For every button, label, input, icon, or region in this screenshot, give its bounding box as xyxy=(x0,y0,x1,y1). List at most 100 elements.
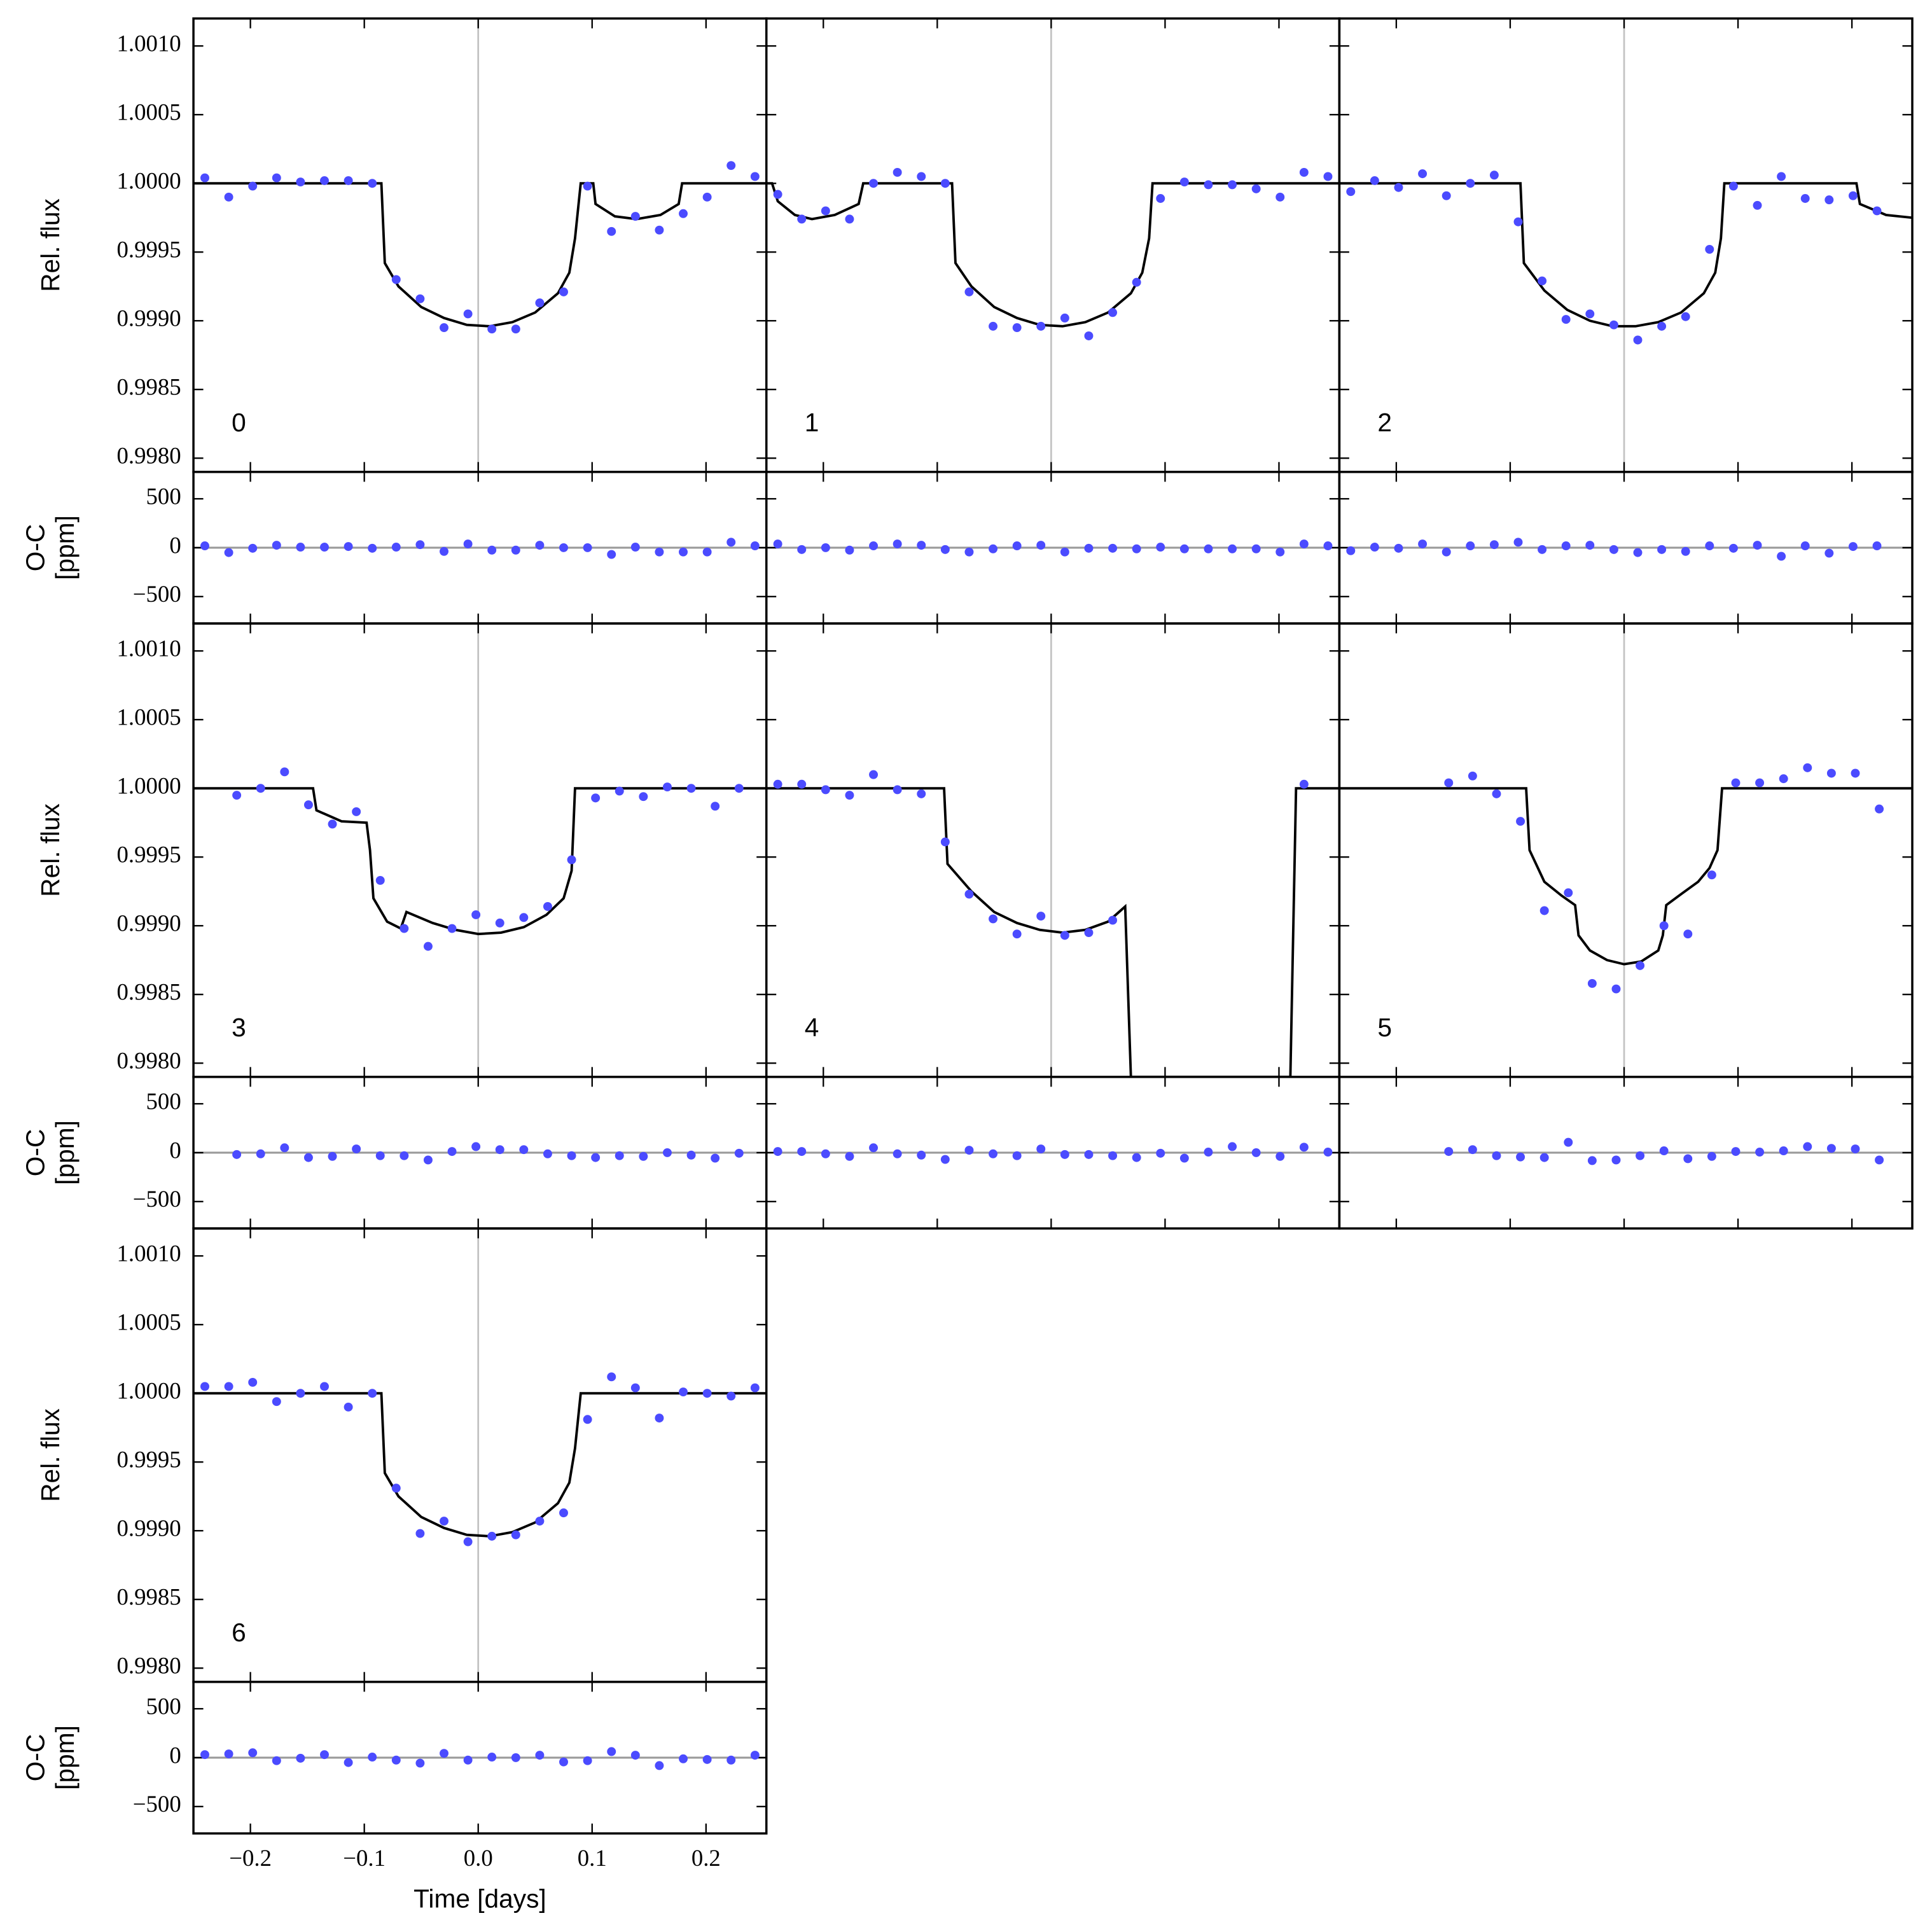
panel: 1 xyxy=(765,17,1341,625)
binned-flux-point xyxy=(368,179,377,188)
x-axis-label: Time [days] xyxy=(414,1884,546,1913)
binned-residual-point xyxy=(1370,543,1379,552)
binned-residual-point xyxy=(391,1755,401,1765)
binned-flux-point xyxy=(1323,172,1333,181)
binned-flux-point xyxy=(1251,184,1261,193)
binned-residual-point xyxy=(583,543,592,552)
binned-flux-point xyxy=(630,212,640,221)
y-tick-label: 1.0000 xyxy=(117,773,181,799)
binned-residual-point xyxy=(1204,544,1213,553)
y-tick-label: 1.0010 xyxy=(117,1241,181,1267)
binned-residual-point xyxy=(1179,544,1189,553)
binned-flux-point xyxy=(686,784,696,793)
binned-flux-point xyxy=(1468,771,1477,781)
y-tick-label: −500 xyxy=(133,581,181,607)
binned-flux-point xyxy=(940,179,950,188)
binned-flux-point xyxy=(1585,309,1595,319)
binned-residual-point xyxy=(1848,542,1858,552)
y-tick-label: 0.9980 xyxy=(117,1653,181,1679)
binned-residual-point xyxy=(1492,1151,1501,1160)
binned-flux-point xyxy=(511,324,520,334)
binned-residual-point xyxy=(248,1748,258,1758)
binned-residual-point xyxy=(1468,1145,1477,1155)
y-tick-label: 1.0000 xyxy=(117,1378,181,1404)
binned-flux-point xyxy=(1466,179,1475,188)
binned-flux-point xyxy=(328,819,337,829)
y-axis-label: Rel. flux xyxy=(36,1408,65,1502)
binned-residual-point xyxy=(320,1750,329,1760)
binned-flux-point xyxy=(711,802,720,811)
binned-residual-point xyxy=(893,539,902,549)
binned-residual-point xyxy=(1585,541,1595,550)
binned-flux-point xyxy=(917,789,926,798)
binned-flux-point xyxy=(543,902,552,911)
binned-residual-point xyxy=(797,545,807,554)
binned-residual-point xyxy=(1561,541,1571,550)
binned-residual-point xyxy=(630,543,640,552)
binned-residual-point xyxy=(543,1149,552,1158)
binned-flux-point xyxy=(296,177,305,187)
binned-residual-point xyxy=(1418,539,1428,549)
model-line xyxy=(1339,182,1913,328)
y-tick-label: 0 xyxy=(169,1137,181,1163)
binned-residual-point xyxy=(686,1150,696,1160)
binned-flux-point xyxy=(352,807,361,816)
binned-residual-point xyxy=(639,1151,648,1161)
binned-flux-point xyxy=(797,779,807,789)
binned-flux-point xyxy=(1800,194,1810,203)
binned-flux-point xyxy=(893,167,902,177)
binned-residual-point xyxy=(869,541,879,550)
binned-flux-point xyxy=(1489,170,1499,180)
binned-flux-point xyxy=(1204,180,1213,190)
binned-flux-point xyxy=(487,1531,497,1541)
binned-residual-point xyxy=(256,1149,265,1158)
binned-residual-point xyxy=(773,539,782,549)
panel: 4 xyxy=(765,622,1341,1230)
binned-residual-point xyxy=(447,1147,457,1157)
binned-residual-point xyxy=(296,1753,305,1763)
binned-flux-point xyxy=(400,924,409,933)
binned-flux-point xyxy=(375,875,385,885)
binned-residual-point xyxy=(1132,544,1141,553)
binned-flux-point xyxy=(1299,779,1309,789)
binned-flux-point xyxy=(845,791,854,800)
binned-residual-point xyxy=(248,543,258,553)
binned-flux-point xyxy=(893,785,902,795)
binned-flux-point xyxy=(1036,912,1046,921)
binned-residual-point xyxy=(1394,543,1403,553)
binned-residual-point xyxy=(1779,1146,1788,1155)
binned-residual-point xyxy=(1539,1153,1549,1162)
binned-flux-point xyxy=(272,173,281,183)
binned-flux-point xyxy=(1872,206,1882,216)
binned-residual-point xyxy=(1707,1151,1716,1161)
y-tick-label: 0 xyxy=(169,1742,181,1768)
binned-residual-point xyxy=(917,541,926,550)
binned-residual-point xyxy=(702,1755,712,1764)
panel-label: 2 xyxy=(1377,408,1392,437)
residual-axis-label: [ppm] xyxy=(50,515,80,580)
binned-residual-point xyxy=(1228,1142,1237,1151)
binned-residual-point xyxy=(679,547,688,557)
binned-residual-point xyxy=(567,1151,576,1160)
binned-flux-point xyxy=(1012,929,1022,939)
residual-frame xyxy=(1338,1076,1914,1230)
binned-residual-point xyxy=(559,1757,568,1767)
binned-residual-point xyxy=(391,543,401,552)
binned-flux-point xyxy=(200,1382,209,1391)
binned-flux-point xyxy=(440,1517,448,1526)
binned-flux-point xyxy=(280,767,289,777)
x-tick-label: −0.1 xyxy=(343,1845,386,1871)
residual-axis-label: O-C xyxy=(21,524,50,572)
binned-residual-point xyxy=(1012,541,1022,550)
y-tick-label: 1.0000 xyxy=(117,168,181,194)
binned-residual-point xyxy=(487,1753,497,1762)
binned-residual-point xyxy=(495,1145,504,1155)
binned-flux-point xyxy=(845,214,854,224)
y-tick-label: 500 xyxy=(146,483,181,510)
y-tick-label: 1.0010 xyxy=(117,636,181,662)
binned-residual-point xyxy=(1659,1146,1669,1155)
binned-residual-point xyxy=(344,1758,353,1767)
binned-residual-point xyxy=(1108,543,1118,553)
